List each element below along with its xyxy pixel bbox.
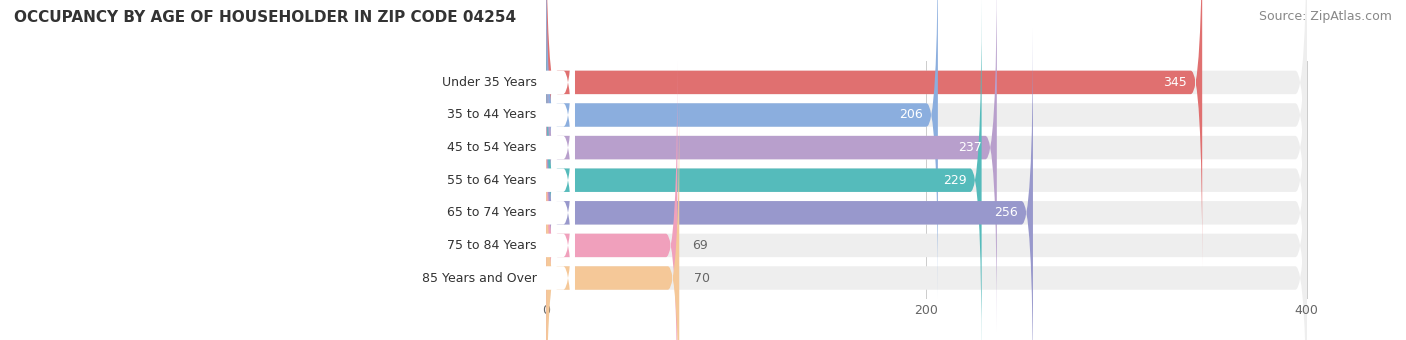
FancyBboxPatch shape [546, 62, 678, 340]
FancyBboxPatch shape [546, 62, 1306, 340]
Text: 345: 345 [1163, 76, 1187, 89]
FancyBboxPatch shape [546, 0, 938, 299]
FancyBboxPatch shape [546, 29, 1306, 340]
Text: OCCUPANCY BY AGE OF HOUSEHOLDER IN ZIP CODE 04254: OCCUPANCY BY AGE OF HOUSEHOLDER IN ZIP C… [14, 10, 516, 25]
Text: 45 to 54 Years: 45 to 54 Years [447, 141, 537, 154]
FancyBboxPatch shape [252, 0, 575, 266]
Text: 70: 70 [695, 272, 710, 285]
Text: 75 to 84 Years: 75 to 84 Years [447, 239, 537, 252]
FancyBboxPatch shape [546, 94, 679, 340]
FancyBboxPatch shape [546, 0, 1202, 266]
FancyBboxPatch shape [252, 0, 575, 332]
Text: 256: 256 [994, 206, 1018, 219]
Text: 65 to 74 Years: 65 to 74 Years [447, 206, 537, 219]
FancyBboxPatch shape [546, 0, 1306, 332]
Text: 55 to 64 Years: 55 to 64 Years [447, 174, 537, 187]
FancyBboxPatch shape [546, 0, 997, 332]
FancyBboxPatch shape [546, 0, 981, 340]
FancyBboxPatch shape [546, 0, 1306, 266]
FancyBboxPatch shape [546, 0, 1306, 299]
Text: 35 to 44 Years: 35 to 44 Years [447, 108, 537, 121]
Text: 237: 237 [957, 141, 981, 154]
FancyBboxPatch shape [546, 29, 1033, 340]
Text: 85 Years and Over: 85 Years and Over [422, 272, 537, 285]
Text: 206: 206 [898, 108, 922, 121]
Text: Under 35 Years: Under 35 Years [441, 76, 537, 89]
Text: 229: 229 [943, 174, 966, 187]
Text: Source: ZipAtlas.com: Source: ZipAtlas.com [1258, 10, 1392, 23]
FancyBboxPatch shape [252, 29, 575, 340]
Text: 69: 69 [693, 239, 709, 252]
FancyBboxPatch shape [546, 0, 1306, 340]
FancyBboxPatch shape [252, 0, 575, 340]
FancyBboxPatch shape [252, 0, 575, 299]
FancyBboxPatch shape [252, 94, 575, 340]
FancyBboxPatch shape [252, 62, 575, 340]
FancyBboxPatch shape [546, 94, 1306, 340]
